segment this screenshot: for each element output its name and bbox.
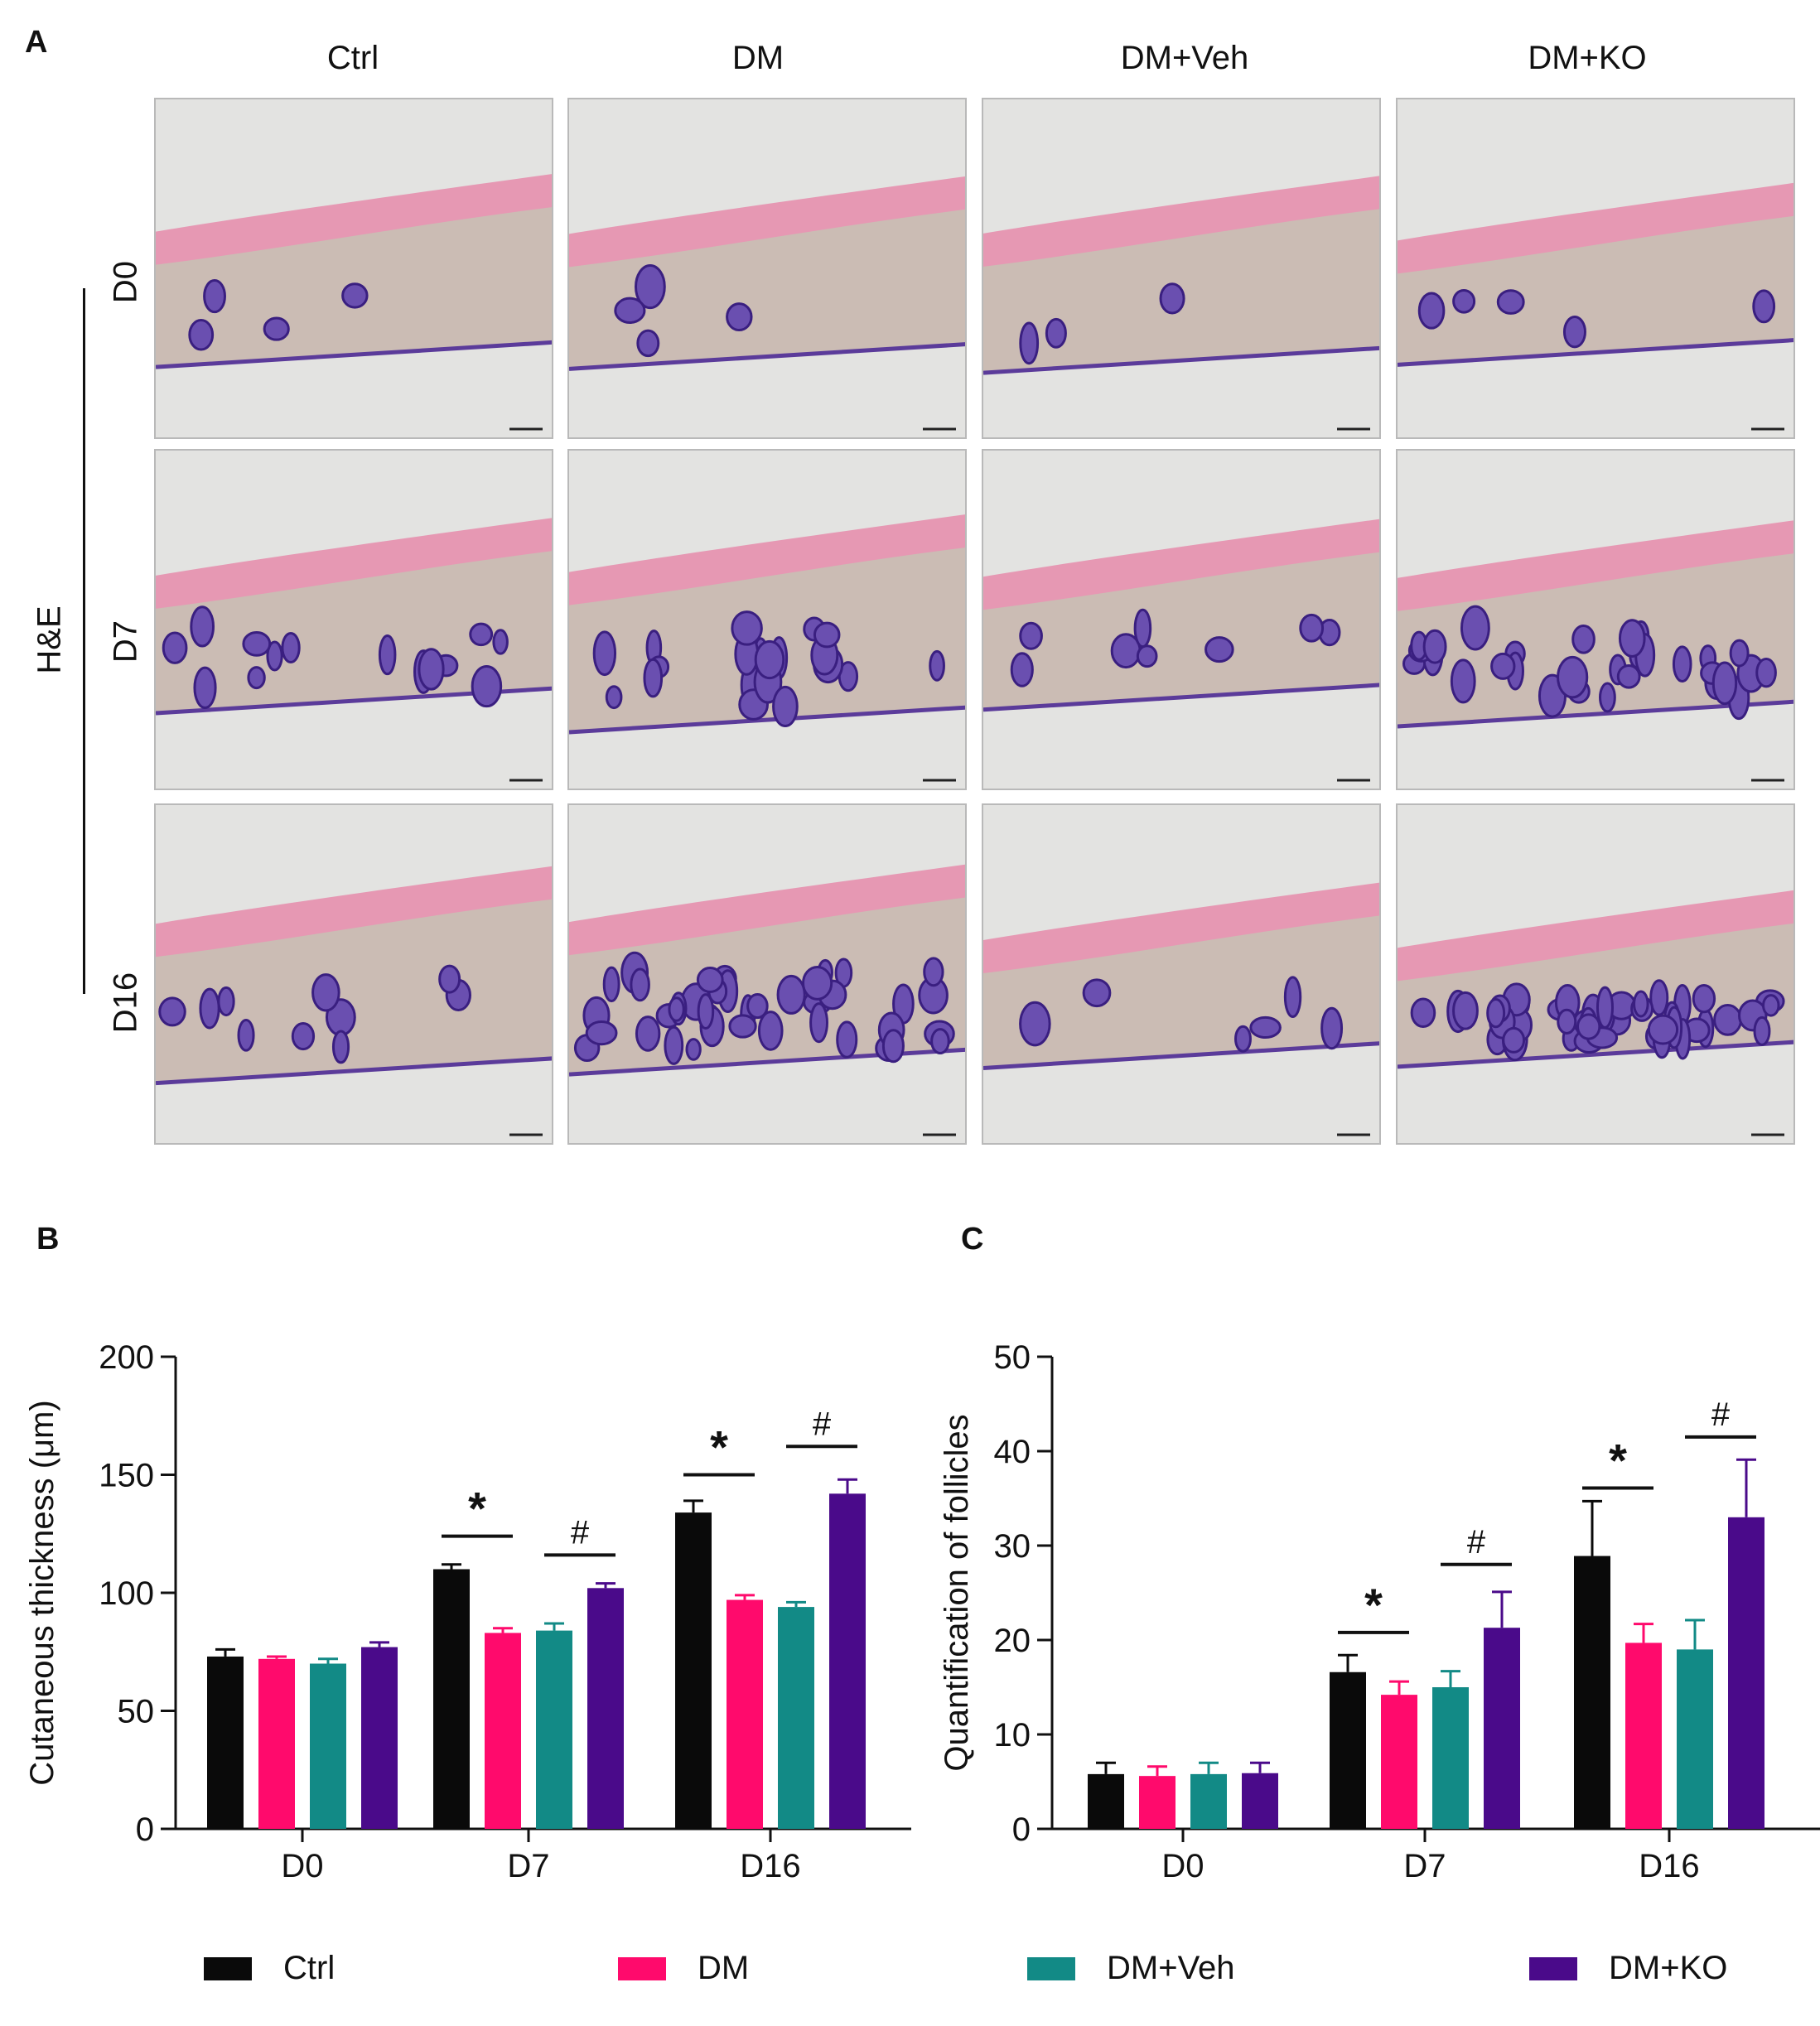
chart-b-y-tick-label: 50 <box>118 1694 155 1730</box>
micrograph-d7-dm <box>567 449 967 790</box>
legend-label-ctrl: Ctrl <box>283 1950 336 1986</box>
chart-b-significance-mark: # <box>813 1406 832 1442</box>
chart-b-significance-mark: # <box>571 1514 590 1551</box>
legend-item-dm: DM <box>618 1950 749 1987</box>
row-label-d7: D7 <box>107 620 144 663</box>
column-header-dm-ko: DM+KO <box>1528 40 1647 76</box>
chart-b-y-tick-label: 200 <box>99 1339 154 1376</box>
legend-label-dm-ko: DM+KO <box>1609 1950 1728 1986</box>
chart-c-x-tick-label: D0 <box>1161 1848 1204 1884</box>
chart-b-bar-ctrl-d7 <box>433 1569 470 1829</box>
panel-label-b: B <box>36 1222 60 1257</box>
legend-swatch-dm-veh <box>1027 1956 1075 1980</box>
chart-c-bar-dm-d7 <box>1381 1695 1417 1829</box>
chart-b-x-tick-label: D0 <box>281 1848 323 1884</box>
row-label-d16: D16 <box>107 972 144 1034</box>
chart-c-bar-dm-veh-d16 <box>1677 1649 1713 1829</box>
chart-b-bar-dm-ko-d7 <box>587 1588 624 1829</box>
chart-b-bar-dm-d7 <box>485 1633 521 1829</box>
chart-b-bar-dm-veh-d0 <box>310 1663 346 1829</box>
legend-label-dm-veh: DM+Veh <box>1107 1950 1235 1986</box>
chart-b-bar-dm-veh-d7 <box>536 1630 572 1829</box>
chart-c-y-axis-label: Quantification of follicles <box>939 1414 975 1771</box>
chart-c-y-tick-label: 20 <box>994 1623 1031 1659</box>
chart-b-bar-dm-ko-d16 <box>829 1493 866 1829</box>
micrograph-d16-ctrl <box>154 803 553 1145</box>
micrograph-d7-ctrl <box>154 449 553 790</box>
chart-b-y-tick-label: 150 <box>99 1458 154 1494</box>
micrograph-d16-dm-ko <box>1396 803 1795 1145</box>
panel-label-c: C <box>961 1222 984 1257</box>
column-header-dm-veh: DM+Veh <box>1120 40 1249 76</box>
chart-c-bar-ctrl-d16 <box>1574 1556 1610 1829</box>
chart-b-bar-ctrl-d0 <box>207 1656 244 1829</box>
chart-b-y-axis-label: Cutaneous thickness (μm) <box>24 1400 60 1785</box>
chart-b-y-tick-label: 0 <box>136 1811 154 1848</box>
chart-c-bar-dm-veh-d7 <box>1432 1687 1469 1829</box>
micrograph-d0-ctrl <box>154 98 553 439</box>
chart-b-bar-dm-veh-d16 <box>778 1607 814 1829</box>
micrograph-d7-dm-veh <box>982 449 1381 790</box>
chart-b-bar-dm-d0 <box>258 1658 295 1829</box>
panel-label-a: A <box>25 25 48 60</box>
column-header-dm: DM <box>731 40 784 76</box>
row-label-d0: D0 <box>107 260 144 304</box>
chart-c-y-tick-label: 50 <box>994 1339 1031 1376</box>
chart-cutaneous-thickness: 0 50 100 150 200 Cutaneous thickness (μm) D0 D7… <box>24 1339 911 1884</box>
legend-item-dm-veh: DM+Veh <box>1027 1950 1235 1987</box>
legend-item-dm-ko: DM+KO <box>1529 1950 1727 1987</box>
micrograph-d16-dm-veh <box>982 803 1381 1145</box>
chart-c-bar-dm-ko-d16 <box>1728 1517 1764 1829</box>
chart-c-bar-ctrl-d0 <box>1088 1773 1124 1829</box>
chart-c-significance-mark: # <box>1467 1524 1486 1561</box>
chart-b-significance-mark: * <box>468 1483 486 1535</box>
chart-c-bar-dm-ko-d7 <box>1484 1628 1520 1829</box>
legend-swatch-dm <box>618 1956 666 1980</box>
micrograph-d0-dm-veh <box>982 98 1381 439</box>
column-header-ctrl: Ctrl <box>326 40 379 76</box>
micrograph-d0-dm <box>567 98 967 439</box>
chart-c-bar-dm-d16 <box>1625 1643 1662 1829</box>
chart-b-bar-dm-ko-d0 <box>361 1647 398 1829</box>
legend-item-ctrl: Ctrl <box>204 1950 335 1987</box>
chart-b-significance-mark: * <box>710 1421 728 1474</box>
chart-b-bar-ctrl-d16 <box>675 1512 712 1829</box>
chart-b-bar-dm-d16 <box>727 1599 763 1829</box>
stain-label: H&E <box>31 605 68 674</box>
chart-c-bar-ctrl-d7 <box>1330 1671 1366 1829</box>
chart-c-significance-mark: * <box>1609 1434 1627 1486</box>
chart-c-bar-dm-d0 <box>1139 1776 1176 1829</box>
chart-c-y-tick-label: 10 <box>994 1717 1031 1753</box>
micrograph-d16-dm <box>567 803 967 1145</box>
chart-c-y-tick-label: 40 <box>994 1434 1031 1470</box>
chart-c-significance-mark: * <box>1364 1579 1383 1631</box>
chart-follicle-quantification: 0 10 20 30 40 50 Quantification of follicles D0… <box>939 1339 1820 1884</box>
chart-b-y-tick-label: 100 <box>99 1575 154 1612</box>
chart-b-x-tick-label: D7 <box>507 1848 549 1884</box>
stain-bracket-line <box>83 288 85 994</box>
chart-c-x-tick-label: D16 <box>1639 1848 1699 1884</box>
micrograph-d0-dm-ko <box>1396 98 1795 439</box>
chart-c-bar-dm-ko-d0 <box>1242 1773 1278 1829</box>
micrograph-d7-dm-ko <box>1396 449 1795 790</box>
chart-c-y-tick-label: 30 <box>994 1528 1031 1565</box>
chart-c-x-tick-label: D7 <box>1403 1848 1446 1884</box>
chart-c-y-tick-label: 0 <box>1012 1811 1031 1848</box>
chart-b-x-tick-label: D16 <box>740 1848 800 1884</box>
legend-label-dm: DM <box>698 1950 750 1986</box>
legend-swatch-dm-ko <box>1529 1956 1577 1980</box>
chart-c-bar-dm-veh-d0 <box>1190 1773 1227 1829</box>
legend-swatch-ctrl <box>204 1956 252 1980</box>
chart-c-significance-mark: # <box>1711 1396 1731 1433</box>
